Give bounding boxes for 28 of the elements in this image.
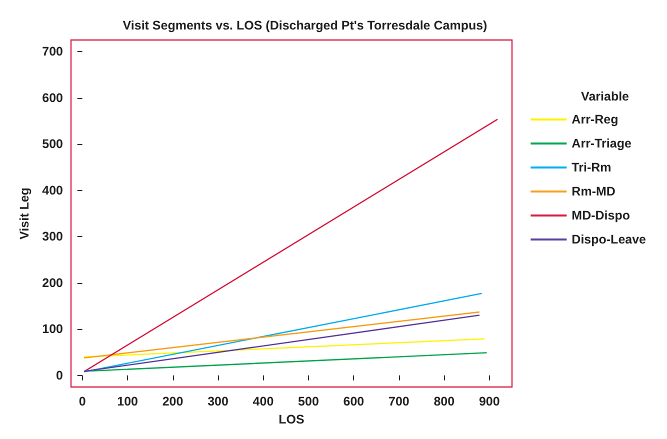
y-axis-title: Visit Leg — [18, 188, 32, 240]
y-tick-label: 700 — [42, 44, 64, 59]
y-tick-label: 600 — [42, 90, 64, 105]
x-tick-label: 200 — [162, 394, 184, 408]
x-tick-label: 400 — [252, 394, 274, 408]
x-tick-label: 500 — [298, 394, 319, 408]
y-tick-label: 400 — [42, 183, 64, 198]
legend-title: Variable — [581, 90, 630, 104]
x-tick-label: 600 — [343, 394, 364, 408]
y-tick-label: 100 — [42, 322, 64, 336]
x-tick-label: 700 — [388, 394, 410, 408]
x-tick-label: 800 — [434, 394, 455, 408]
y-tick-label: 200 — [42, 276, 64, 290]
chart-title: Visit Segments vs. LOS (Discharged Pt's Torresdale Campus) — [122, 18, 488, 32]
x-axis-title: LOS — [278, 412, 304, 426]
x-tick-label: 0 — [78, 394, 86, 408]
y-tick-label: 0 — [56, 368, 64, 382]
legend-label: MD-Dispo — [572, 208, 630, 222]
legend-label: Arr-Reg — [572, 112, 618, 126]
x-tick-label: 100 — [117, 394, 138, 408]
y-tick-label: 500 — [42, 137, 64, 152]
legend-label: Tri-Rm — [572, 160, 612, 174]
x-tick-label: 900 — [478, 394, 500, 408]
y-tick-label: 300 — [42, 230, 64, 244]
x-tick-label: 300 — [208, 394, 228, 408]
legend-label: Dispo-Leave — [572, 232, 646, 246]
legend-label: Rm-MD — [572, 184, 616, 198]
legend-label: Arr-Triage — [572, 136, 632, 150]
